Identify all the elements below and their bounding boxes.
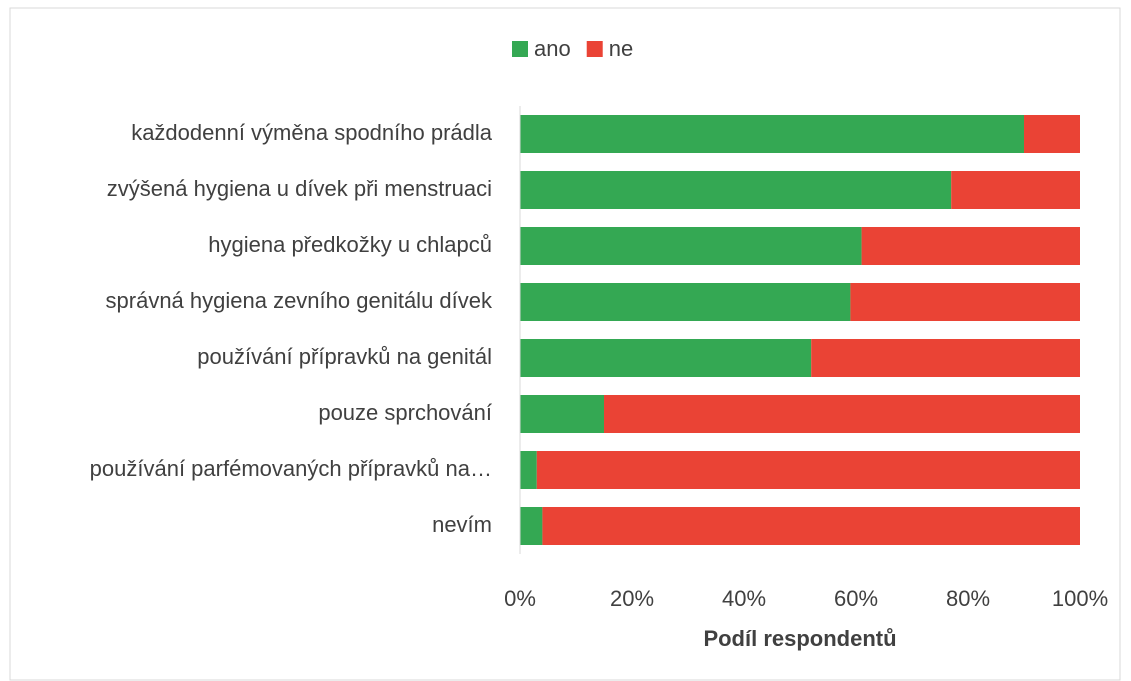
x-tick-label: 40% bbox=[722, 586, 766, 611]
bar-segment bbox=[604, 395, 1080, 433]
bar-segment bbox=[861, 227, 1080, 265]
bar-segment bbox=[520, 227, 862, 265]
y-tick-label: pouze sprchování bbox=[318, 400, 492, 425]
bar-segment bbox=[536, 451, 1080, 489]
x-tick-label: 20% bbox=[610, 586, 654, 611]
bar-segment bbox=[520, 339, 812, 377]
y-tick-label: používání přípravků na genitál bbox=[197, 344, 492, 369]
bar-segment bbox=[811, 339, 1080, 377]
legend-label: ano bbox=[534, 36, 571, 61]
x-tick-label: 60% bbox=[834, 586, 878, 611]
legend-swatch bbox=[586, 41, 603, 57]
bar-segment bbox=[542, 507, 1080, 545]
y-tick-label: nevím bbox=[432, 512, 492, 537]
bar-segment bbox=[520, 451, 537, 489]
y-tick-label: každodenní výměna spodního prádla bbox=[131, 120, 493, 145]
bar-segment bbox=[850, 283, 1080, 321]
bar-segment bbox=[520, 395, 604, 433]
bar-segment bbox=[520, 283, 851, 321]
y-tick-label: hygiena předkožky u chlapců bbox=[208, 232, 492, 257]
x-tick-label: 100% bbox=[1052, 586, 1108, 611]
x-tick-label: 0% bbox=[504, 586, 536, 611]
y-tick-label: používání parfémovaných přípravků na… bbox=[90, 456, 492, 481]
y-tick-label: správná hygiena zevního genitálu dívek bbox=[106, 288, 493, 313]
legend-label: ne bbox=[609, 36, 633, 61]
legend-swatch bbox=[512, 41, 528, 57]
x-axis-title: Podíl respondentů bbox=[703, 626, 896, 651]
bar-segment bbox=[951, 171, 1080, 209]
bar-segment bbox=[1024, 115, 1080, 153]
x-tick-label: 80% bbox=[946, 586, 990, 611]
bar-segment bbox=[520, 507, 543, 545]
bar-segment bbox=[520, 115, 1024, 153]
bar-segment bbox=[520, 171, 952, 209]
y-tick-label: zvýšená hygiena u dívek při menstruaci bbox=[107, 176, 492, 201]
